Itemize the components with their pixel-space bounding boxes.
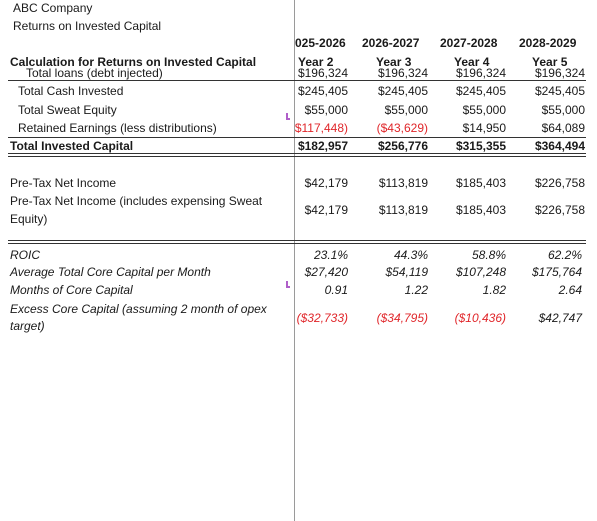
cell-total-cash-y2: $245,405	[297, 84, 348, 98]
cell-total-cash-y3: $245,405	[377, 84, 428, 98]
row-label-pretax-income: Pre-Tax Net Income	[10, 176, 117, 190]
comment-marker	[286, 281, 290, 288]
cell-total-invested-y4: $315,355	[455, 139, 506, 153]
cell-total-cash-y5: $245,405	[534, 84, 585, 98]
cell-roic-y3: 44.3%	[393, 248, 428, 262]
cell-pretax-sweat-y4: $185,403	[455, 203, 506, 217]
divider-line	[8, 240, 586, 241]
cell-total-invested-y3: $256,776	[377, 139, 428, 153]
row-label-retained-earnings: Retained Earnings (less distributions)	[18, 121, 217, 135]
cell-pretax-y2: $42,179	[304, 176, 348, 190]
cell-sweat-equity-y5: $55,000	[541, 103, 585, 117]
period-header-1: 025-2026	[295, 36, 346, 50]
cell-months-core-y4: 1.82	[482, 283, 506, 297]
cell-avg-core-y2: $27,420	[304, 265, 348, 279]
cell-excess-core-y2: ($32,733)	[296, 311, 348, 325]
cell-retained-y2: $117,448)	[294, 121, 348, 135]
period-header-4: 2028-2029	[519, 36, 577, 50]
row-label-excess-core: Excess Core Capital (assuming 2 month of…	[10, 302, 267, 316]
cell-roic-y2: 23.1%	[313, 248, 348, 262]
cell-total-invested-y2: $182,957	[297, 139, 348, 153]
period-header-3: 2027-2028	[440, 36, 498, 50]
cell-excess-core-y4: ($10,436)	[454, 311, 506, 325]
row-label-pretax-income-sweat: Pre-Tax Net Income (includes expensing S…	[10, 194, 263, 208]
cell-excess-core-y3: ($34,795)	[376, 311, 428, 325]
row-label-excess-core-cont: target)	[10, 319, 45, 333]
row-label-months-core: Months of Core Capital	[10, 283, 133, 297]
cell-roic-y5: 62.2%	[547, 248, 582, 262]
divider-line	[8, 156, 586, 157]
cell-pretax-y4: $185,403	[455, 176, 506, 190]
cell-retained-y5: $64,089	[541, 121, 585, 135]
row-label-sweat-equity: Total Sweat Equity	[18, 103, 117, 117]
cell-excess-core-y5: $42,747	[538, 311, 582, 325]
cell-roic-y4: 58.8%	[471, 248, 506, 262]
cell-months-core-y3: 1.22	[404, 283, 428, 297]
column-divider	[294, 0, 295, 521]
divider-line	[8, 153, 586, 154]
cell-months-core-y2: 0.91	[324, 283, 348, 297]
cell-avg-core-y5: $175,764	[531, 265, 582, 279]
cell-pretax-sweat-y3: $113,819	[378, 203, 428, 217]
year-label-3: Year 4	[454, 55, 490, 69]
cell-avg-core-y3: $54,119	[385, 265, 429, 279]
cell-sweat-equity-y3: $55,000	[384, 103, 428, 117]
row-label-total-invested: Total Invested Capital	[10, 139, 134, 153]
cell-total-loans-y5: $196,324	[534, 66, 585, 80]
cell-retained-y4: $14,950	[462, 121, 506, 135]
company-name: ABC Company	[13, 1, 93, 15]
comment-marker	[286, 113, 290, 120]
section-heading: Calculation for Returns on Invested Capi…	[10, 55, 257, 69]
cell-pretax-y3: $113,819	[378, 176, 428, 190]
row-label-roic: ROIC	[10, 248, 40, 262]
divider-line	[8, 137, 586, 138]
row-label-pretax-income-sweat-cont: Equity)	[10, 212, 48, 226]
cell-total-loans-y3: $196,324	[377, 66, 428, 80]
cell-total-loans-y4: $196,324	[455, 66, 506, 80]
cell-total-invested-y5: $364,494	[534, 139, 585, 153]
report-title: Returns on Invested Capital	[13, 19, 162, 33]
divider-line	[8, 80, 586, 81]
year-label-1: Year 2	[298, 55, 334, 69]
row-label-total-loans: Total loans (debt injected)	[26, 66, 163, 80]
divider-line	[8, 243, 586, 244]
period-header-2: 2026-2027	[362, 36, 420, 50]
row-label-avg-core-capital: Average Total Core Capital per Month	[10, 265, 211, 279]
year-label-2: Year 3	[376, 55, 412, 69]
year-label-4: Year 5	[532, 55, 568, 69]
cell-avg-core-y4: $107,248	[455, 265, 506, 279]
cell-months-core-y5: 2.64	[558, 283, 582, 297]
cell-total-cash-y4: $245,405	[455, 84, 506, 98]
cell-retained-y3: ($43,629)	[376, 121, 428, 135]
cell-pretax-sweat-y5: $226,758	[534, 203, 585, 217]
row-label-total-cash: Total Cash Invested	[18, 84, 124, 98]
cell-pretax-y5: $226,758	[534, 176, 585, 190]
cell-total-loans-y2: $196,324	[297, 66, 348, 80]
cell-sweat-equity-y2: $55,000	[304, 103, 348, 117]
cell-sweat-equity-y4: $55,000	[462, 103, 506, 117]
cell-pretax-sweat-y2: $42,179	[304, 203, 348, 217]
